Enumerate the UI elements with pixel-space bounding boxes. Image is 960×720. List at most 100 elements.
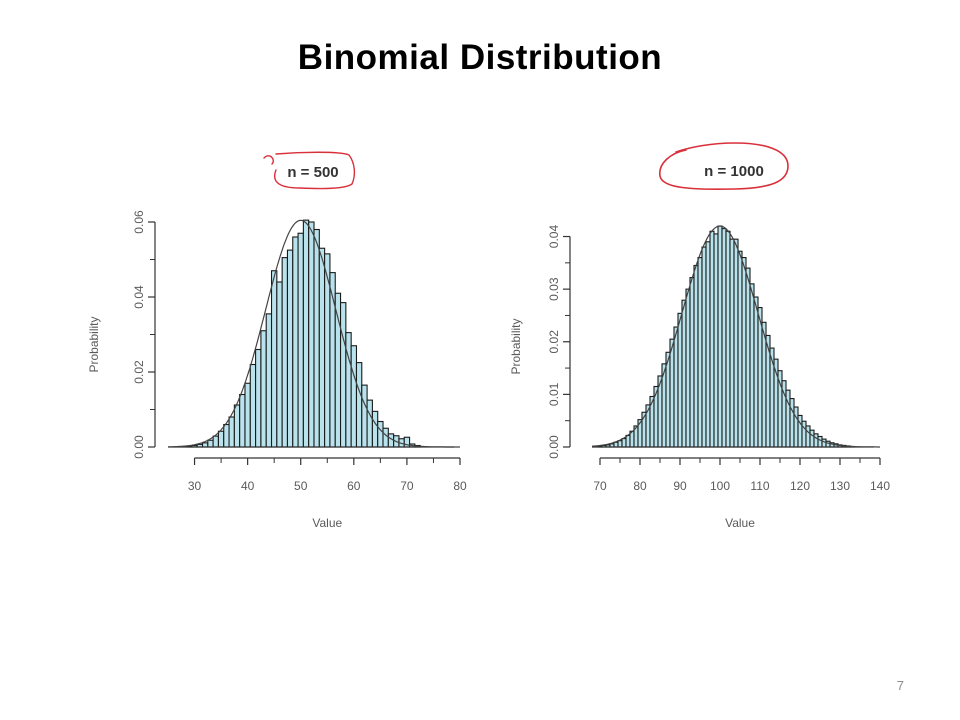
histogram-bar bbox=[721, 228, 727, 448]
histogram-bar bbox=[821, 438, 827, 448]
histogram-bar bbox=[749, 283, 755, 448]
y-tick-label: 0.04 bbox=[547, 225, 561, 249]
handwritten-annotations bbox=[263, 142, 789, 191]
histogram-bar bbox=[713, 233, 719, 448]
histogram-bar bbox=[757, 307, 763, 448]
x-tick-label: 70 bbox=[400, 479, 414, 493]
histogram-bar bbox=[625, 434, 631, 448]
x-axis-label: Value bbox=[725, 516, 755, 530]
histogram-bar bbox=[689, 277, 695, 448]
histogram-bar bbox=[223, 423, 230, 448]
slide-title: Binomial Distribution bbox=[297, 38, 663, 77]
histogram-bar bbox=[617, 440, 623, 448]
histogram-bar bbox=[276, 281, 283, 448]
histogram-bar bbox=[339, 302, 347, 448]
histogram-bar bbox=[212, 435, 219, 448]
histogram-bar bbox=[761, 321, 767, 448]
histogram-bar bbox=[207, 439, 214, 448]
histogram-bar bbox=[313, 228, 320, 448]
histogram-bar bbox=[366, 399, 373, 448]
histogram-bar bbox=[737, 250, 743, 448]
histogram-bar bbox=[286, 249, 294, 448]
page-number: 7 bbox=[896, 678, 904, 693]
histogram-bar bbox=[292, 236, 299, 448]
x-tick-label: 50 bbox=[294, 479, 308, 493]
x-tick-label: 80 bbox=[453, 479, 467, 493]
histogram-bar bbox=[753, 296, 759, 448]
red-circle-annotation bbox=[659, 142, 789, 191]
histogram-bar bbox=[809, 429, 815, 448]
chart-n-500: n = 500 0.00 0.02 0.04 0.06 Probability 30 40 50… bbox=[87, 164, 467, 530]
x-tick-label: 40 bbox=[241, 479, 255, 493]
density-curve bbox=[168, 219, 460, 448]
y-tick-label: 0.04 bbox=[132, 285, 146, 309]
chart-title: n = 500 bbox=[287, 164, 338, 181]
x-tick-label: 130 bbox=[830, 479, 850, 493]
y-tick-label: 0.01 bbox=[547, 382, 561, 406]
histogram-bar bbox=[281, 257, 289, 448]
y-tick-label: 0.06 bbox=[132, 210, 146, 234]
histogram-bar bbox=[233, 404, 241, 448]
x-tick-label: 60 bbox=[347, 479, 361, 493]
histogram-bar bbox=[239, 393, 246, 448]
histogram-bar bbox=[705, 241, 711, 448]
chart-n-1000: n = 1000 0.00 0.01 0.02 0.03 0.04 Probability 7… bbox=[509, 163, 890, 530]
x-tick-label: 30 bbox=[188, 479, 202, 493]
histogram-bar bbox=[297, 232, 304, 448]
histogram-bar bbox=[709, 230, 715, 448]
histogram-bar bbox=[733, 238, 739, 448]
x-tick-label: 80 bbox=[633, 479, 647, 493]
histogram-bar bbox=[677, 312, 683, 448]
histogram-bar bbox=[255, 348, 262, 448]
x-tick-label: 70 bbox=[593, 479, 607, 493]
histogram-bar bbox=[260, 330, 267, 448]
histogram-bar bbox=[228, 416, 235, 448]
histogram-bar bbox=[249, 363, 257, 448]
y-tick-label: 0.02 bbox=[547, 330, 561, 354]
red-underline-annotation bbox=[263, 151, 356, 190]
histogram-bar bbox=[789, 398, 795, 448]
histogram-bar bbox=[813, 433, 819, 448]
histogram-bar bbox=[621, 438, 627, 448]
histogram-bar bbox=[693, 264, 699, 448]
histogram-bar bbox=[308, 221, 315, 448]
y-axis-label: Probability bbox=[509, 318, 523, 374]
histogram-bar bbox=[382, 427, 389, 448]
histogram-bar bbox=[217, 430, 225, 448]
x-tick-label: 90 bbox=[673, 479, 687, 493]
histogram-bar bbox=[717, 225, 723, 448]
histogram-bar bbox=[201, 442, 209, 448]
x-axis-label: Value bbox=[312, 516, 342, 530]
histogram-bar bbox=[355, 362, 363, 448]
histogram-bar bbox=[701, 246, 707, 448]
histogram-bar bbox=[673, 326, 679, 448]
histogram-bar bbox=[669, 338, 675, 448]
y-tick-label: 0.03 bbox=[547, 277, 561, 301]
histogram-bar bbox=[681, 299, 687, 448]
histogram-bar bbox=[265, 313, 273, 448]
histogram-bar bbox=[801, 420, 807, 448]
histogram-bar bbox=[350, 345, 358, 448]
histogram-bar bbox=[697, 257, 703, 448]
x-tick-label: 140 bbox=[870, 479, 890, 493]
chart-title: n = 1000 bbox=[704, 163, 764, 180]
x-tick-label: 110 bbox=[750, 479, 769, 493]
histogram-bar bbox=[302, 219, 310, 448]
histogram-bar bbox=[361, 384, 368, 448]
histogram-bar bbox=[745, 267, 751, 448]
histogram-bar bbox=[685, 288, 691, 448]
histogram-bar bbox=[729, 238, 735, 448]
y-tick-label: 0.00 bbox=[547, 435, 561, 459]
histogram-bar bbox=[318, 247, 326, 448]
y-tick-label: 0.02 bbox=[132, 360, 146, 384]
histogram-bar bbox=[244, 382, 251, 448]
x-tick-label: 120 bbox=[790, 479, 810, 493]
histogram-bar bbox=[793, 406, 799, 448]
histogram-bar bbox=[741, 257, 747, 448]
x-tick-label: 100 bbox=[710, 479, 730, 493]
density-curve bbox=[591, 225, 880, 448]
histogram-bar bbox=[613, 441, 619, 448]
histogram-bar bbox=[270, 270, 278, 448]
histogram-bar bbox=[725, 230, 731, 448]
